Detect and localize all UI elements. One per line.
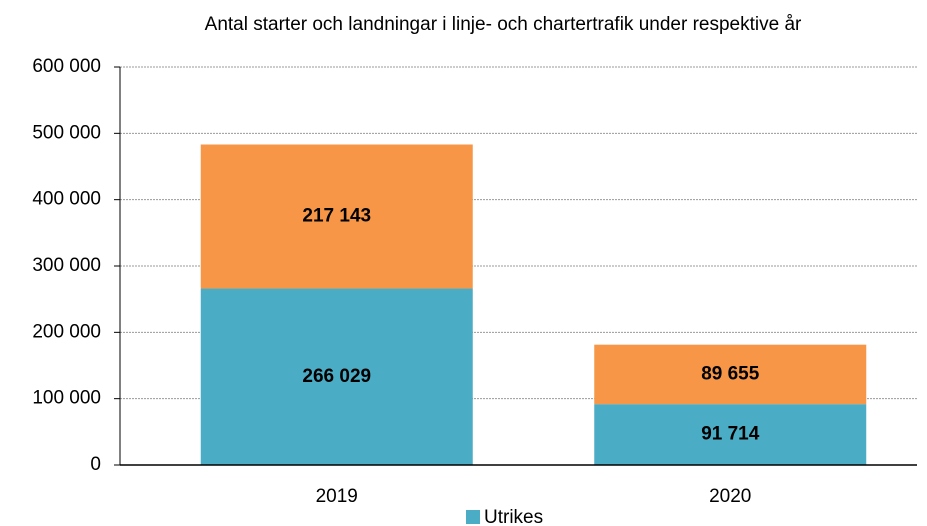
y-tick-label: 300 000 (32, 255, 101, 276)
x-tick-label: 2020 (709, 486, 751, 507)
legend-swatch (466, 510, 480, 524)
y-tick-label: 0 (90, 454, 101, 475)
data-label: 89 655 (701, 363, 760, 384)
data-label: 266 029 (302, 366, 371, 387)
y-tick-label: 400 000 (32, 189, 101, 210)
bar-segment (200, 288, 473, 465)
y-tick-label: 600 000 (32, 56, 101, 77)
bar-segment (594, 404, 867, 465)
y-tick-label: 200 000 (32, 321, 101, 342)
legend-label: Utrikes (484, 507, 543, 526)
y-tick-label: 100 000 (32, 388, 101, 409)
y-tick-label: 500 000 (32, 122, 101, 143)
bar-segment (594, 344, 867, 405)
data-label: 217 143 (302, 206, 371, 227)
bar-segment (200, 144, 473, 289)
data-label: 91 714 (701, 424, 760, 445)
chart-title: Antal starter och landningar i linje- oc… (204, 14, 802, 35)
x-tick-label: 2019 (316, 486, 358, 507)
